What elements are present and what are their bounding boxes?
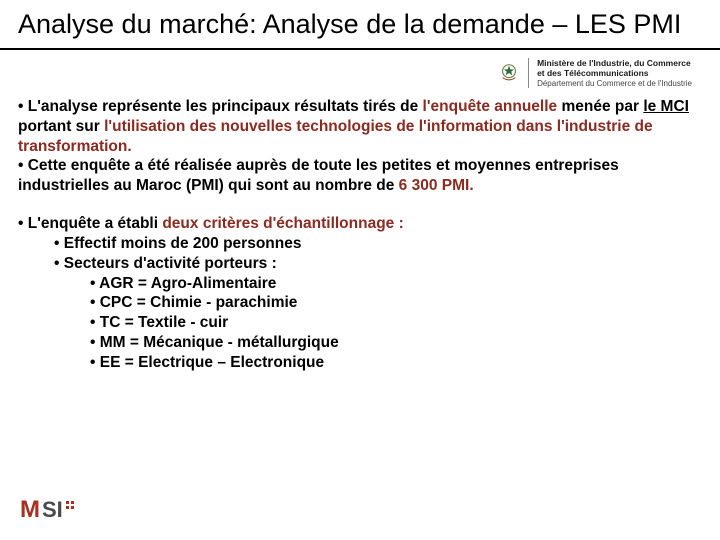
sector-item: • AGR = Agro-Alimentaire <box>90 274 700 294</box>
crest-icon <box>498 62 520 84</box>
p1-hl3: 6 300 PMI. <box>399 177 474 194</box>
sector-item: • MM = Mécanique - métallurgique <box>90 333 700 353</box>
sector-item: • TC = Textile - cuir <box>90 313 700 333</box>
paragraph-1: • L'analyse représente les principaux ré… <box>18 97 700 196</box>
ministry-logo: Ministère de l'Industrie, du Commerce et… <box>498 58 692 89</box>
logo-si: SI <box>42 497 63 522</box>
sector-item: • CPC = Chimie - parachimie <box>90 293 700 313</box>
logo-m: M <box>20 496 40 523</box>
p1-hl2: l'utilisation des nouvelles technologies… <box>18 118 653 155</box>
p2-hl: deux critères d'échantillonnage : <box>162 215 403 232</box>
ministry-logo-bar: Ministère de l'Industrie, du Commerce et… <box>0 50 720 91</box>
p1-line2a: • Cette enquête a été réalisée auprès de… <box>18 157 619 194</box>
p1-seg3: portant sur <box>18 118 104 135</box>
logo-separator <box>528 58 529 88</box>
p2-lead: • L'enquête a établi <box>18 215 162 232</box>
ministry-line2: et des Télécommunications <box>537 68 692 79</box>
ministry-line3: Département du Commerce et de l'Industri… <box>537 79 692 89</box>
ministry-line1: Ministère de l'Industrie, du Commerce <box>537 58 692 69</box>
msi-logo-icon: M SI <box>20 495 84 523</box>
p1-underline: le MCI <box>643 98 689 115</box>
criteria-item: • Secteurs d'activité porteurs : <box>54 254 700 274</box>
p1-hl1: l'enquête annuelle <box>423 98 558 115</box>
p1-seg1: • L'analyse représente les principaux ré… <box>18 98 423 115</box>
ministry-text: Ministère de l'Industrie, du Commerce et… <box>537 58 692 89</box>
footer-logo: M SI <box>20 495 84 528</box>
content-body: • L'analyse représente les principaux ré… <box>0 91 720 373</box>
sector-item: • EE = Electrique – Electronique <box>90 353 700 373</box>
page-title: Analyse du marché: Analyse de la demande… <box>18 8 702 42</box>
paragraph-2: • L'enquête a établi deux critères d'éch… <box>18 214 700 373</box>
criteria-item: • Effectif moins de 200 personnes <box>54 234 700 254</box>
p1-seg2: menée par <box>557 98 643 115</box>
